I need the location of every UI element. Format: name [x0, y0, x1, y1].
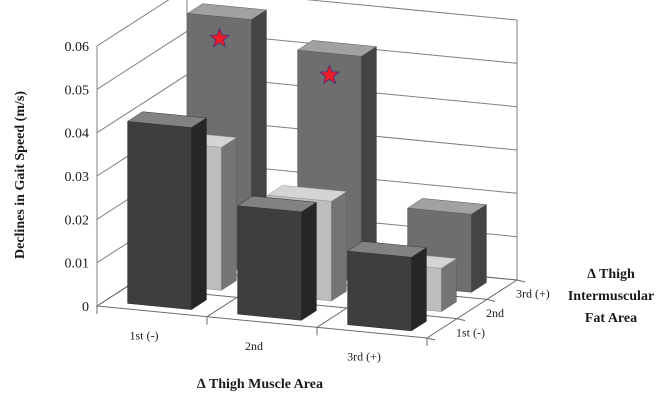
y-tick-label: 0.01 [65, 257, 90, 272]
x-tick-label: 1st (-) [130, 328, 159, 342]
x-tick-label: 2nd [245, 339, 263, 353]
y-tick-label: 0.05 [65, 83, 90, 98]
depth-tick-label: 2nd [486, 306, 504, 320]
bar-front [127, 121, 192, 310]
y-axis-label: Declines in Gait Speed (m/s) [13, 91, 28, 259]
bar-top [406, 198, 488, 215]
bar-side [221, 137, 237, 291]
gridline [96, 0, 518, 47]
bar-top [236, 195, 318, 213]
bar-top [126, 111, 208, 128]
bar [126, 111, 208, 311]
bar-side [331, 191, 347, 302]
bars-layer [126, 3, 488, 332]
depth-tick-label: 3rd (+) [516, 287, 550, 301]
bar-side [191, 117, 207, 311]
depth-tick [516, 279, 526, 283]
bar [236, 195, 318, 321]
depth-tick [426, 337, 436, 341]
bar-side [411, 247, 427, 332]
bar-top [296, 40, 378, 57]
bar [346, 241, 428, 332]
y-tick-label: 0 [82, 300, 89, 315]
bar-top [186, 3, 268, 20]
significance-star-icon [318, 64, 341, 85]
z-axis-label-line-3: Fat Area [585, 311, 637, 326]
y-tick-label: 0.03 [65, 170, 90, 185]
bar-top [266, 185, 348, 202]
x-tick-label: 3rd (+) [347, 350, 381, 364]
bar-side [471, 204, 487, 293]
bar-side [301, 201, 317, 321]
x-axis-label: ∆ Thigh Muscle Area [197, 377, 323, 392]
labels-layer: Declines in Gait Speed (m/s) ∆ Thigh Mus… [13, 40, 654, 392]
bar-front [347, 250, 412, 332]
y-tick-label: 0.06 [65, 40, 90, 55]
depth-tick [486, 298, 496, 302]
y-tick-label: 0.02 [65, 213, 90, 228]
bar-top [346, 241, 428, 258]
depth-tick-label: 1st (-) [456, 325, 485, 339]
bar-front [237, 205, 302, 321]
y-tick-label: 0.04 [65, 127, 90, 142]
significance-star-icon [208, 27, 231, 48]
depth-tick [456, 318, 466, 322]
z-axis-label-line-1: ∆ Thigh [587, 267, 635, 282]
z-axis-label-line-2: Intermuscular [568, 289, 654, 304]
